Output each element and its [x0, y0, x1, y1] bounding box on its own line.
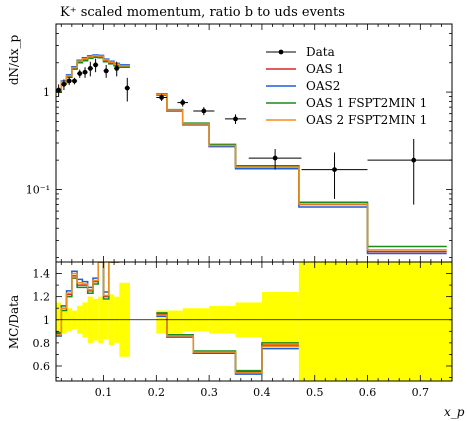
legend-label: OAS 1: [306, 62, 344, 76]
data-marker: [272, 155, 278, 161]
legend-label: OAS 1 FSPT2MIN 1: [306, 96, 427, 110]
x-tick-label: 0.6: [359, 386, 377, 399]
y-tick-label: 1.4: [33, 268, 51, 281]
data-point: [77, 69, 83, 78]
data-marker: [82, 69, 88, 75]
series-line-1: [56, 55, 447, 253]
data-marker: [103, 68, 109, 74]
main-panel: 1 10⁻¹: [26, 23, 453, 263]
data-marker: [180, 100, 186, 105]
data-marker: [93, 62, 98, 68]
chart-title: K⁺ scaled momentum, ratio b to uds event…: [60, 5, 345, 20]
data-marker: [87, 66, 93, 71]
data-point: [248, 149, 302, 170]
ratio-panel: 0.6 0.8 1 1.2 1.4 0.1 0.2 0.3 0.4 0.5 0.6 0.7: [33, 261, 453, 399]
uncertainty-band: [56, 262, 452, 381]
legend-entry: OAS2: [266, 79, 340, 93]
data-point: [103, 64, 109, 78]
legend-label: Data: [306, 45, 335, 59]
x-tick-label: 0.2: [148, 386, 166, 399]
data-marker: [201, 108, 207, 114]
legend-label: OAS2: [306, 79, 340, 93]
data-points: [56, 58, 452, 205]
main-frame: [55, 23, 453, 263]
data-point: [114, 61, 120, 77]
data-point: [156, 94, 167, 101]
x-tick-label: 0.7: [412, 386, 430, 399]
series-line-2: [56, 54, 447, 255]
data-marker: [332, 167, 337, 172]
x-tick-label: 0.4: [253, 386, 271, 399]
legend: Data OAS 1 OAS2 OAS 1 FSPT2MIN 1 OAS 2 FSPT2…: [266, 45, 427, 127]
legend-entry: OAS 2 FSPT2MIN 1: [266, 113, 427, 127]
legend-entry: Data: [266, 45, 335, 59]
data-point: [61, 79, 67, 91]
data-marker: [114, 66, 120, 71]
y-tick-label: 0.8: [33, 337, 51, 350]
band-bin: [156, 310, 167, 334]
data-point: [66, 77, 72, 86]
data-point: [367, 138, 452, 205]
data-marker: [61, 81, 67, 87]
band-bin: [166, 310, 183, 334]
x-axis-label: x_p: [444, 405, 465, 419]
legend-entry: OAS 1 FSPT2MIN 1: [266, 96, 427, 110]
series-line-4: [56, 55, 447, 251]
ratio-y-axis-label: MC/Data: [7, 295, 21, 349]
ratio-frame: [55, 261, 453, 382]
x-tick-label: 0.5: [306, 386, 324, 399]
data-point: [301, 152, 368, 199]
band-bin: [298, 262, 368, 381]
data-marker: [159, 95, 165, 100]
data-point: [82, 67, 88, 78]
data-point: [124, 77, 130, 102]
y-tick-label: 0.6: [33, 360, 51, 373]
y-tick-label: 1: [43, 314, 50, 327]
data-marker: [72, 78, 77, 84]
band-bin: [367, 262, 452, 381]
x-tick-label: 0.3: [200, 386, 218, 399]
legend-marker: [278, 49, 284, 55]
data-point: [193, 107, 215, 116]
ratio-line-4: [56, 262, 299, 374]
y-tick-label: 1: [43, 86, 50, 99]
data-point: [56, 84, 62, 97]
data-point: [177, 98, 188, 107]
data-point: [92, 58, 99, 73]
y-tick-label: 10⁻¹: [26, 183, 50, 196]
data-marker: [233, 116, 238, 122]
series-line-3: [56, 56, 447, 248]
y-tick-label: 1.2: [33, 291, 51, 304]
data-marker: [56, 87, 62, 93]
legend-label: OAS 2 FSPT2MIN 1: [306, 113, 427, 127]
data-point: [87, 61, 93, 77]
x-tick-label: 0.1: [95, 386, 113, 399]
main-y-axis-label: dN/dx_p: [7, 35, 21, 86]
data-marker: [66, 78, 72, 84]
data-marker: [124, 85, 130, 91]
legend-entry: OAS 1: [266, 62, 344, 76]
data-marker: [411, 157, 417, 163]
data-marker: [77, 71, 83, 76]
data-point: [71, 77, 78, 85]
data-point: [224, 114, 247, 125]
